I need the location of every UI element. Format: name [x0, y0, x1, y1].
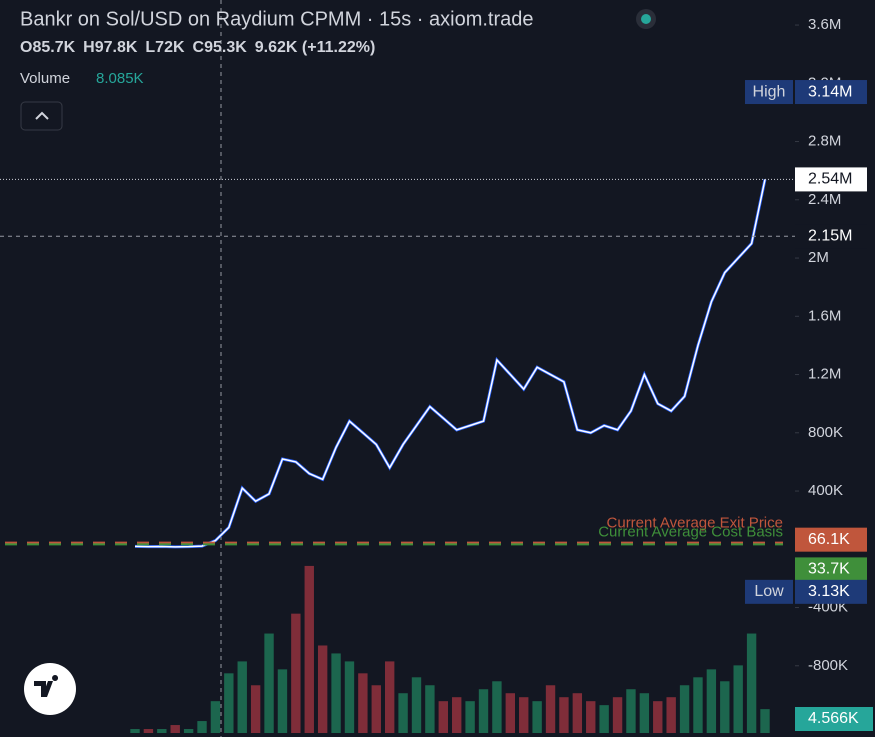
volume-bar: [572, 693, 583, 733]
volume-bar: [626, 689, 636, 733]
y-tick-label: 400K: [808, 482, 843, 499]
price-label-bg: [795, 80, 867, 105]
volume-bar: [197, 721, 207, 733]
volume-last-bg: [795, 707, 873, 731]
y-tick-label: 800K: [808, 424, 843, 441]
ohlc-value: L72K: [145, 39, 185, 56]
y-tick-label: 3.6M: [808, 16, 841, 33]
volume-bar: [599, 705, 609, 733]
volume-bar: [277, 669, 288, 733]
volume-bar: [157, 729, 167, 733]
volume-label: Volume: [20, 70, 70, 87]
volume-bar: [559, 697, 569, 733]
price-label: 3.13K: [808, 583, 850, 600]
price-label-bg: [795, 167, 867, 192]
volume-bar: [452, 697, 462, 733]
price-tag: High: [753, 83, 786, 100]
volume-last: 4.566K: [808, 710, 859, 727]
volume-bar: [720, 681, 730, 733]
avg-line-label: Current Average Exit Price: [607, 515, 783, 532]
ohlc-legend: O85.7K H97.8K L72K C95.3K 9.62K (+11.22%): [20, 39, 375, 56]
volume-bar: [492, 681, 502, 733]
caret-icon: [35, 111, 49, 120]
volume-bar: [612, 697, 623, 733]
price-label-bg: [795, 224, 867, 249]
volume-bar: [210, 701, 221, 733]
volume-bar: [586, 701, 596, 733]
volume-bar: [545, 685, 556, 733]
price-tag-bg: [745, 80, 793, 105]
price-line: [134, 179, 766, 548]
y-tick-label: 2M: [808, 249, 829, 266]
ohlc-value: O85.7K: [20, 39, 76, 56]
price-label: 33.7K: [808, 561, 850, 578]
volume-bar: [170, 725, 180, 733]
volume-bar: [358, 673, 368, 733]
volume-bar: [250, 685, 261, 733]
price-label-bg: [795, 579, 867, 604]
volume-bar: [371, 685, 381, 733]
price-label: 2.15M: [808, 227, 852, 244]
y-tick-label: 2.4M: [808, 191, 841, 208]
ohlc-value: C95.3K: [193, 39, 248, 56]
volume-bar: [505, 693, 516, 733]
price-tag: Low: [754, 583, 784, 600]
volume-bar: [478, 689, 489, 733]
volume-bar: [344, 661, 355, 733]
volume-bar: [411, 677, 422, 733]
volume-bar: [183, 729, 194, 733]
price-label-bg: [795, 527, 867, 552]
volume-bar: [706, 669, 717, 733]
volume-bar: [465, 701, 475, 733]
status-dot: [641, 14, 651, 24]
y-tick-label: 2.8M: [808, 133, 841, 150]
y-tick-label: -800K: [808, 657, 848, 674]
volume-bar: [653, 701, 663, 733]
volume-bar: [331, 653, 341, 733]
volume-bar: [384, 661, 395, 733]
volume-bar: [237, 661, 247, 733]
volume-bar: [143, 729, 154, 733]
price-axis: -800K-400K400K800K1.2M1.6M2M2.4M2.8M3.2M…: [745, 16, 873, 731]
avg-line-label: Current Average Cost Basis: [598, 523, 783, 540]
volume-bar: [264, 633, 274, 733]
y-tick-label: 1.6M: [808, 307, 841, 324]
volume-bar: [639, 693, 650, 733]
ohlc-value: H97.8K: [83, 39, 138, 56]
volume-bar: [760, 709, 770, 733]
price-label: 3.14M: [808, 83, 852, 100]
volume-bar: [438, 701, 448, 733]
chart-title: Bankr on Sol/USD on Raydium CPMM · 15s ·…: [20, 8, 534, 30]
price-label: 2.54M: [808, 171, 852, 188]
volume-bar: [291, 613, 301, 733]
price-tag-bg: [745, 579, 793, 604]
price-label-bg: [795, 557, 867, 582]
volume-bar: [532, 701, 542, 733]
price-label: 66.1K: [808, 531, 850, 548]
volume-bar: [224, 673, 234, 733]
volume-bar: [746, 633, 757, 733]
volume-bar: [519, 697, 529, 733]
volume-bar: [317, 645, 328, 733]
volume-bar: [666, 697, 676, 733]
logo: [34, 675, 59, 697]
volume-bar: [679, 685, 690, 733]
volume-bar: [693, 677, 703, 733]
volume-bar: [733, 665, 743, 733]
collapse-button[interactable]: [20, 101, 63, 131]
volume-bar: [130, 729, 140, 733]
volume-bar: [304, 565, 314, 733]
ohlc-value: 9.62K (+11.22%): [255, 39, 376, 56]
volume-bar: [425, 685, 435, 733]
y-tick-label: 1.2M: [808, 366, 841, 383]
volume-value: 8.085K: [96, 70, 144, 87]
volume-bar: [398, 693, 408, 733]
